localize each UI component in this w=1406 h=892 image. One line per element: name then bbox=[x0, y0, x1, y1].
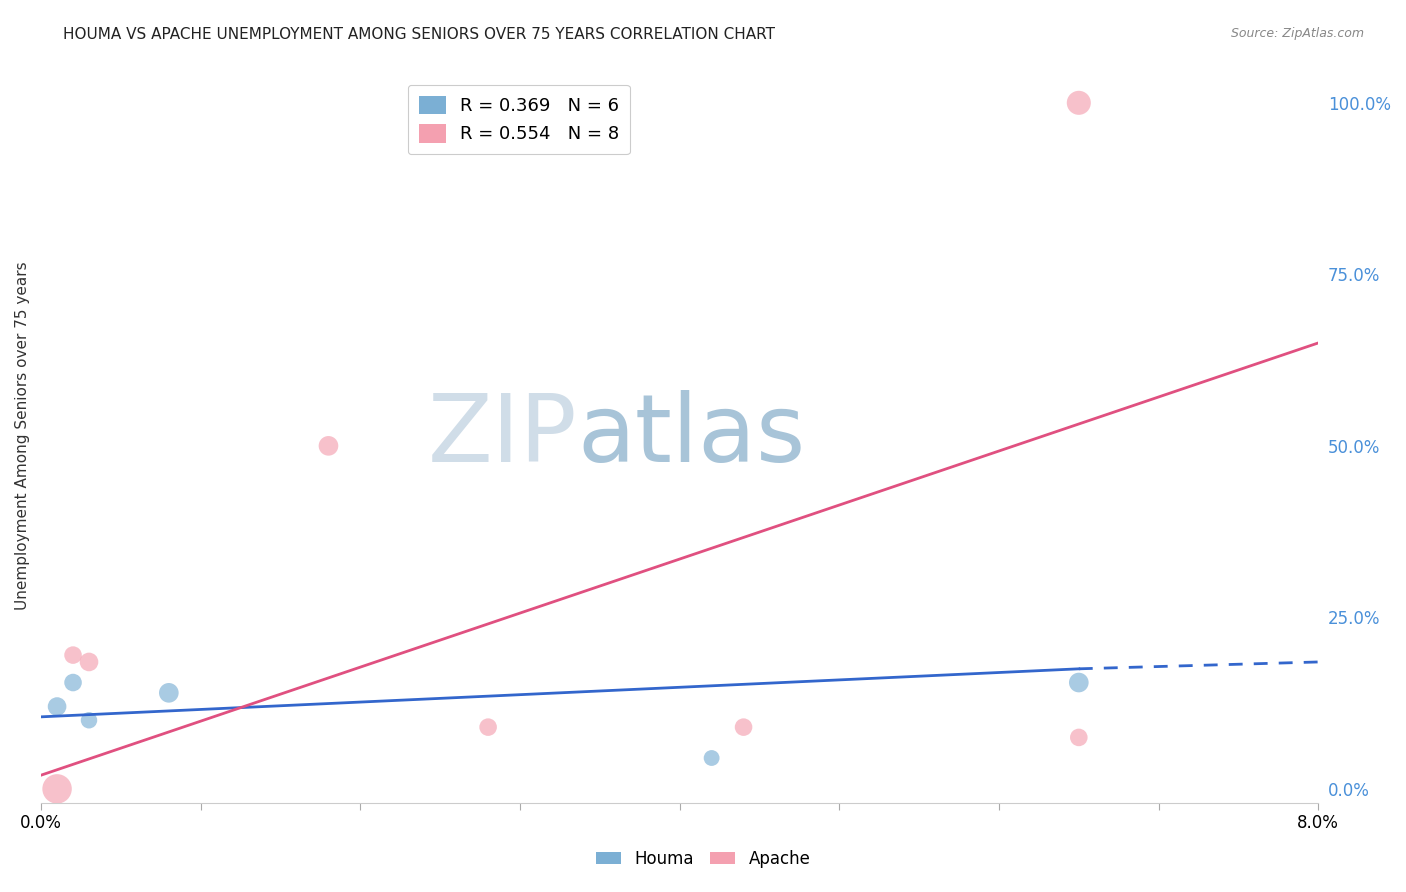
Legend: R = 0.369   N = 6, R = 0.554   N = 8: R = 0.369 N = 6, R = 0.554 N = 8 bbox=[408, 85, 630, 154]
Point bbox=[1067, 731, 1090, 745]
Text: HOUMA VS APACHE UNEMPLOYMENT AMONG SENIORS OVER 75 YEARS CORRELATION CHART: HOUMA VS APACHE UNEMPLOYMENT AMONG SENIO… bbox=[63, 27, 775, 42]
Point bbox=[46, 699, 69, 714]
Point bbox=[77, 713, 100, 727]
Point bbox=[733, 720, 755, 734]
Point bbox=[157, 686, 180, 700]
Point bbox=[62, 675, 84, 690]
Text: atlas: atlas bbox=[578, 390, 806, 482]
Text: ZIP: ZIP bbox=[427, 390, 578, 482]
Legend: Houma, Apache: Houma, Apache bbox=[589, 844, 817, 875]
Point bbox=[477, 720, 499, 734]
Point bbox=[1067, 675, 1090, 690]
Point bbox=[46, 781, 69, 796]
Point bbox=[1067, 95, 1090, 110]
Point bbox=[62, 648, 84, 662]
Point bbox=[318, 439, 340, 453]
Point bbox=[77, 655, 100, 669]
Text: Source: ZipAtlas.com: Source: ZipAtlas.com bbox=[1230, 27, 1364, 40]
Point bbox=[700, 751, 723, 765]
Y-axis label: Unemployment Among Seniors over 75 years: Unemployment Among Seniors over 75 years bbox=[15, 261, 30, 610]
